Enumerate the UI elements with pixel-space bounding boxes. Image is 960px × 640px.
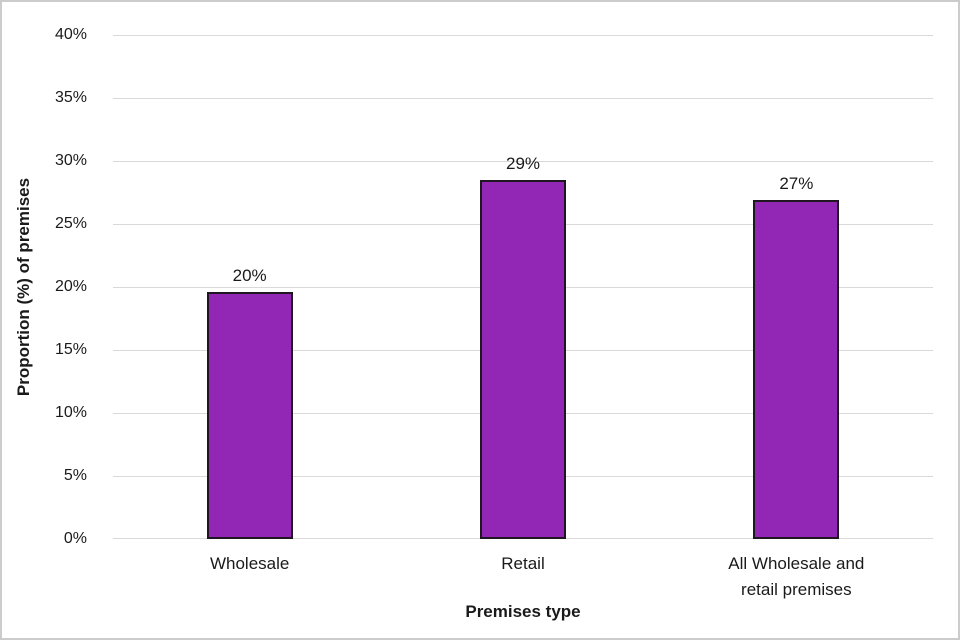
y-axis-ticks: 0% 5% 10% 15% 20% 25% 30% 35% 40% [26, 2, 87, 638]
y-tick-label: 15% [54, 341, 87, 358]
y-tick-label: 20% [54, 278, 87, 295]
x-axis-title: Premises type [465, 602, 581, 621]
y-tick-label: 25% [54, 215, 87, 232]
x-category-label: All Wholesale and retail premises [728, 554, 865, 599]
gridline [113, 35, 933, 36]
gridline [113, 161, 933, 162]
bar-value-label: 29% [505, 153, 541, 173]
y-tick-label: 10% [54, 404, 87, 421]
bar-wholesale [206, 292, 293, 539]
y-tick-label: 40% [54, 26, 87, 43]
y-tick-label: 0% [63, 530, 87, 547]
bar-retail [480, 179, 566, 539]
y-tick-label: 30% [54, 152, 87, 169]
bar-value-label: 27% [779, 174, 814, 194]
gridline [113, 98, 933, 99]
bar-all-wholesale-and [753, 200, 840, 539]
x-category-label: Retail [501, 554, 545, 573]
plot-area: 20% 29% 27% [113, 35, 933, 539]
y-tick-label: 5% [63, 467, 87, 484]
bar-value-label: 20% [232, 266, 267, 286]
x-category-label: Wholesale [209, 554, 290, 573]
x-axis-labels: Wholesale Retail All Wholesale and retail … [113, 551, 933, 607]
y-tick-label: 35% [54, 89, 87, 106]
